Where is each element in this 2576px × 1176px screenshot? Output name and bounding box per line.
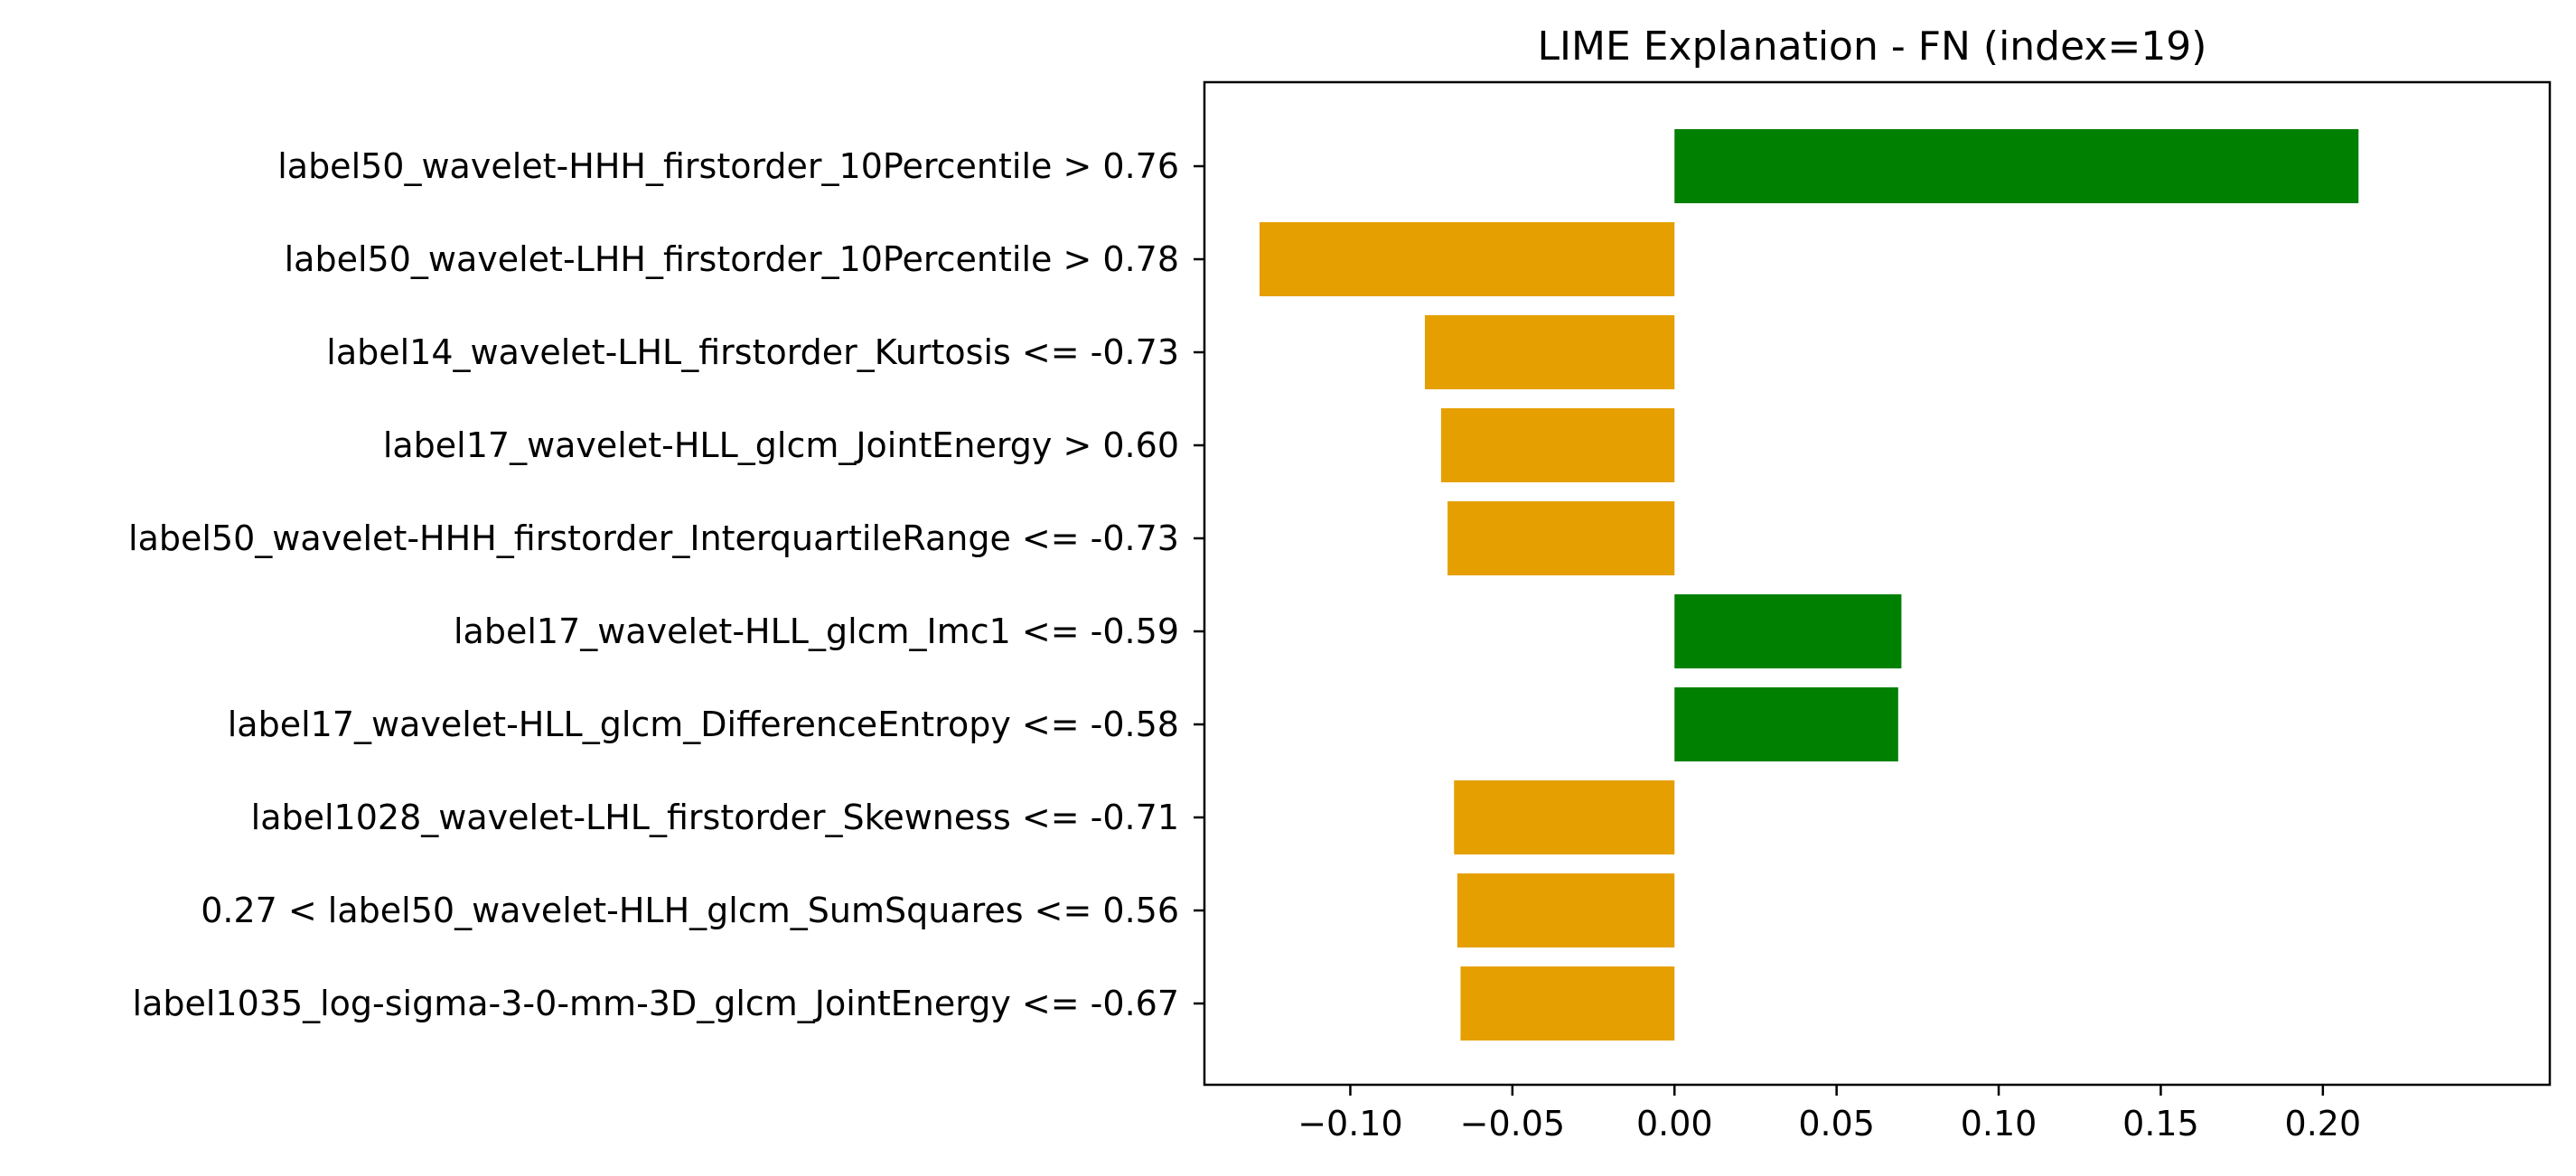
bars-group — [1259, 129, 2359, 1041]
plot-frame — [1203, 80, 2552, 1087]
bar-4 — [1447, 501, 1675, 575]
chart-title: LIME Explanation - FN (index=19) — [1538, 23, 2207, 70]
x-tick-label-3: 0.05 — [1798, 1104, 1875, 1143]
x-tick-label-0: −0.10 — [1297, 1104, 1402, 1143]
x-tick-label-2: 0.00 — [1636, 1104, 1713, 1143]
y-tick-label-2: label14_wavelet-LHL_firstorder_Kurtosis … — [326, 332, 1179, 372]
x-tick-label-4: 0.10 — [1961, 1104, 2037, 1143]
x-tick-label-5: 0.15 — [2122, 1104, 2199, 1143]
x-tick-label-6: 0.20 — [2285, 1104, 2362, 1143]
y-tick-label-6: label17_wavelet-HLL_glcm_DifferenceEntro… — [228, 705, 1179, 744]
y-tick-label-8: 0.27 < label50_wavelet-HLH_glcm_SumSquar… — [201, 891, 1179, 930]
bar-3 — [1440, 408, 1675, 482]
y-tick-label-1: label50_wavelet-LHH_firstorder_10Percent… — [285, 239, 1179, 279]
bar-6 — [1674, 687, 1898, 761]
bar-8 — [1457, 873, 1675, 947]
y-tick-label-4: label50_wavelet-HHH_firstorder_Interquar… — [128, 518, 1179, 558]
bar-7 — [1454, 780, 1675, 854]
bar-2 — [1424, 315, 1675, 389]
y-tick-labels: label50_wavelet-HHH_firstorder_10Percent… — [128, 146, 1204, 1023]
bar-5 — [1674, 594, 1902, 668]
y-tick-label-3: label17_wavelet-HLL_glcm_JointEnergy > 0… — [383, 425, 1179, 465]
y-tick-label-9: label1035_log-sigma-3-0-mm-3D_glcm_Joint… — [133, 984, 1179, 1023]
x-ticks: −0.10 −0.05 0.00 0.05 0.10 0.15 0.20 — [1297, 1085, 2361, 1143]
y-tick-label-7: label1028_wavelet-LHL_firstorder_Skewnes… — [251, 798, 1179, 837]
y-tick-label-0: label50_wavelet-HHH_firstorder_10Percent… — [277, 146, 1179, 186]
y-tick-label-5: label17_wavelet-HLL_glcm_Imc1 <= -0.59 — [454, 611, 1179, 651]
bar-9 — [1460, 966, 1675, 1041]
x-tick-label-1: −0.05 — [1460, 1104, 1565, 1143]
bar-1 — [1259, 222, 1675, 296]
bar-0 — [1674, 129, 2359, 203]
